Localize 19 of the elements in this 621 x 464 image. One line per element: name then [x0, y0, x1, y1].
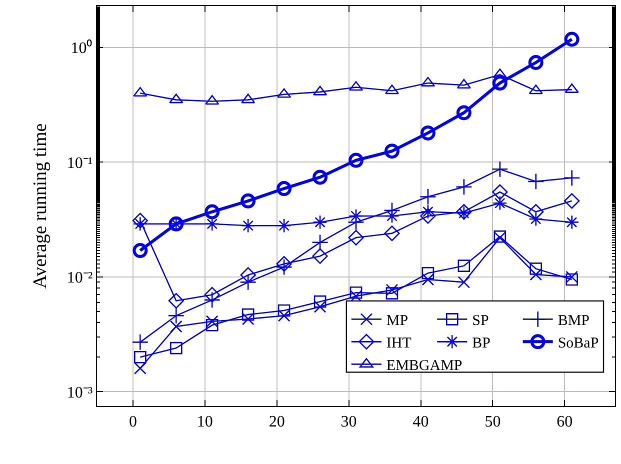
x-tick-label: 0: [128, 413, 137, 430]
x-tick-label: 60: [556, 413, 573, 430]
x-tick-label: 40: [412, 413, 429, 430]
legend-label: BMP: [558, 313, 590, 330]
legend-label: IHT: [386, 336, 412, 352]
legend-label: MP: [386, 313, 408, 330]
y-axis-title: Average running time: [30, 123, 51, 289]
legend-label: EMBGAMP: [386, 358, 462, 374]
legend-label: SoBaP: [558, 336, 599, 352]
y-tick-label: 10⁰: [70, 39, 93, 58]
y-tick-label: 10⁻¹: [66, 154, 93, 172]
x-tick-label: 10: [196, 413, 213, 430]
legend-label: SP: [472, 313, 489, 330]
y-tick-label: 10⁻³: [66, 384, 93, 402]
legend-label: BP: [472, 336, 490, 352]
x-tick-label: 30: [340, 413, 357, 430]
x-tick-label: 20: [268, 413, 285, 430]
y-tick-label: 10⁻²: [66, 270, 93, 287]
x-tick-label: 50: [484, 413, 501, 430]
